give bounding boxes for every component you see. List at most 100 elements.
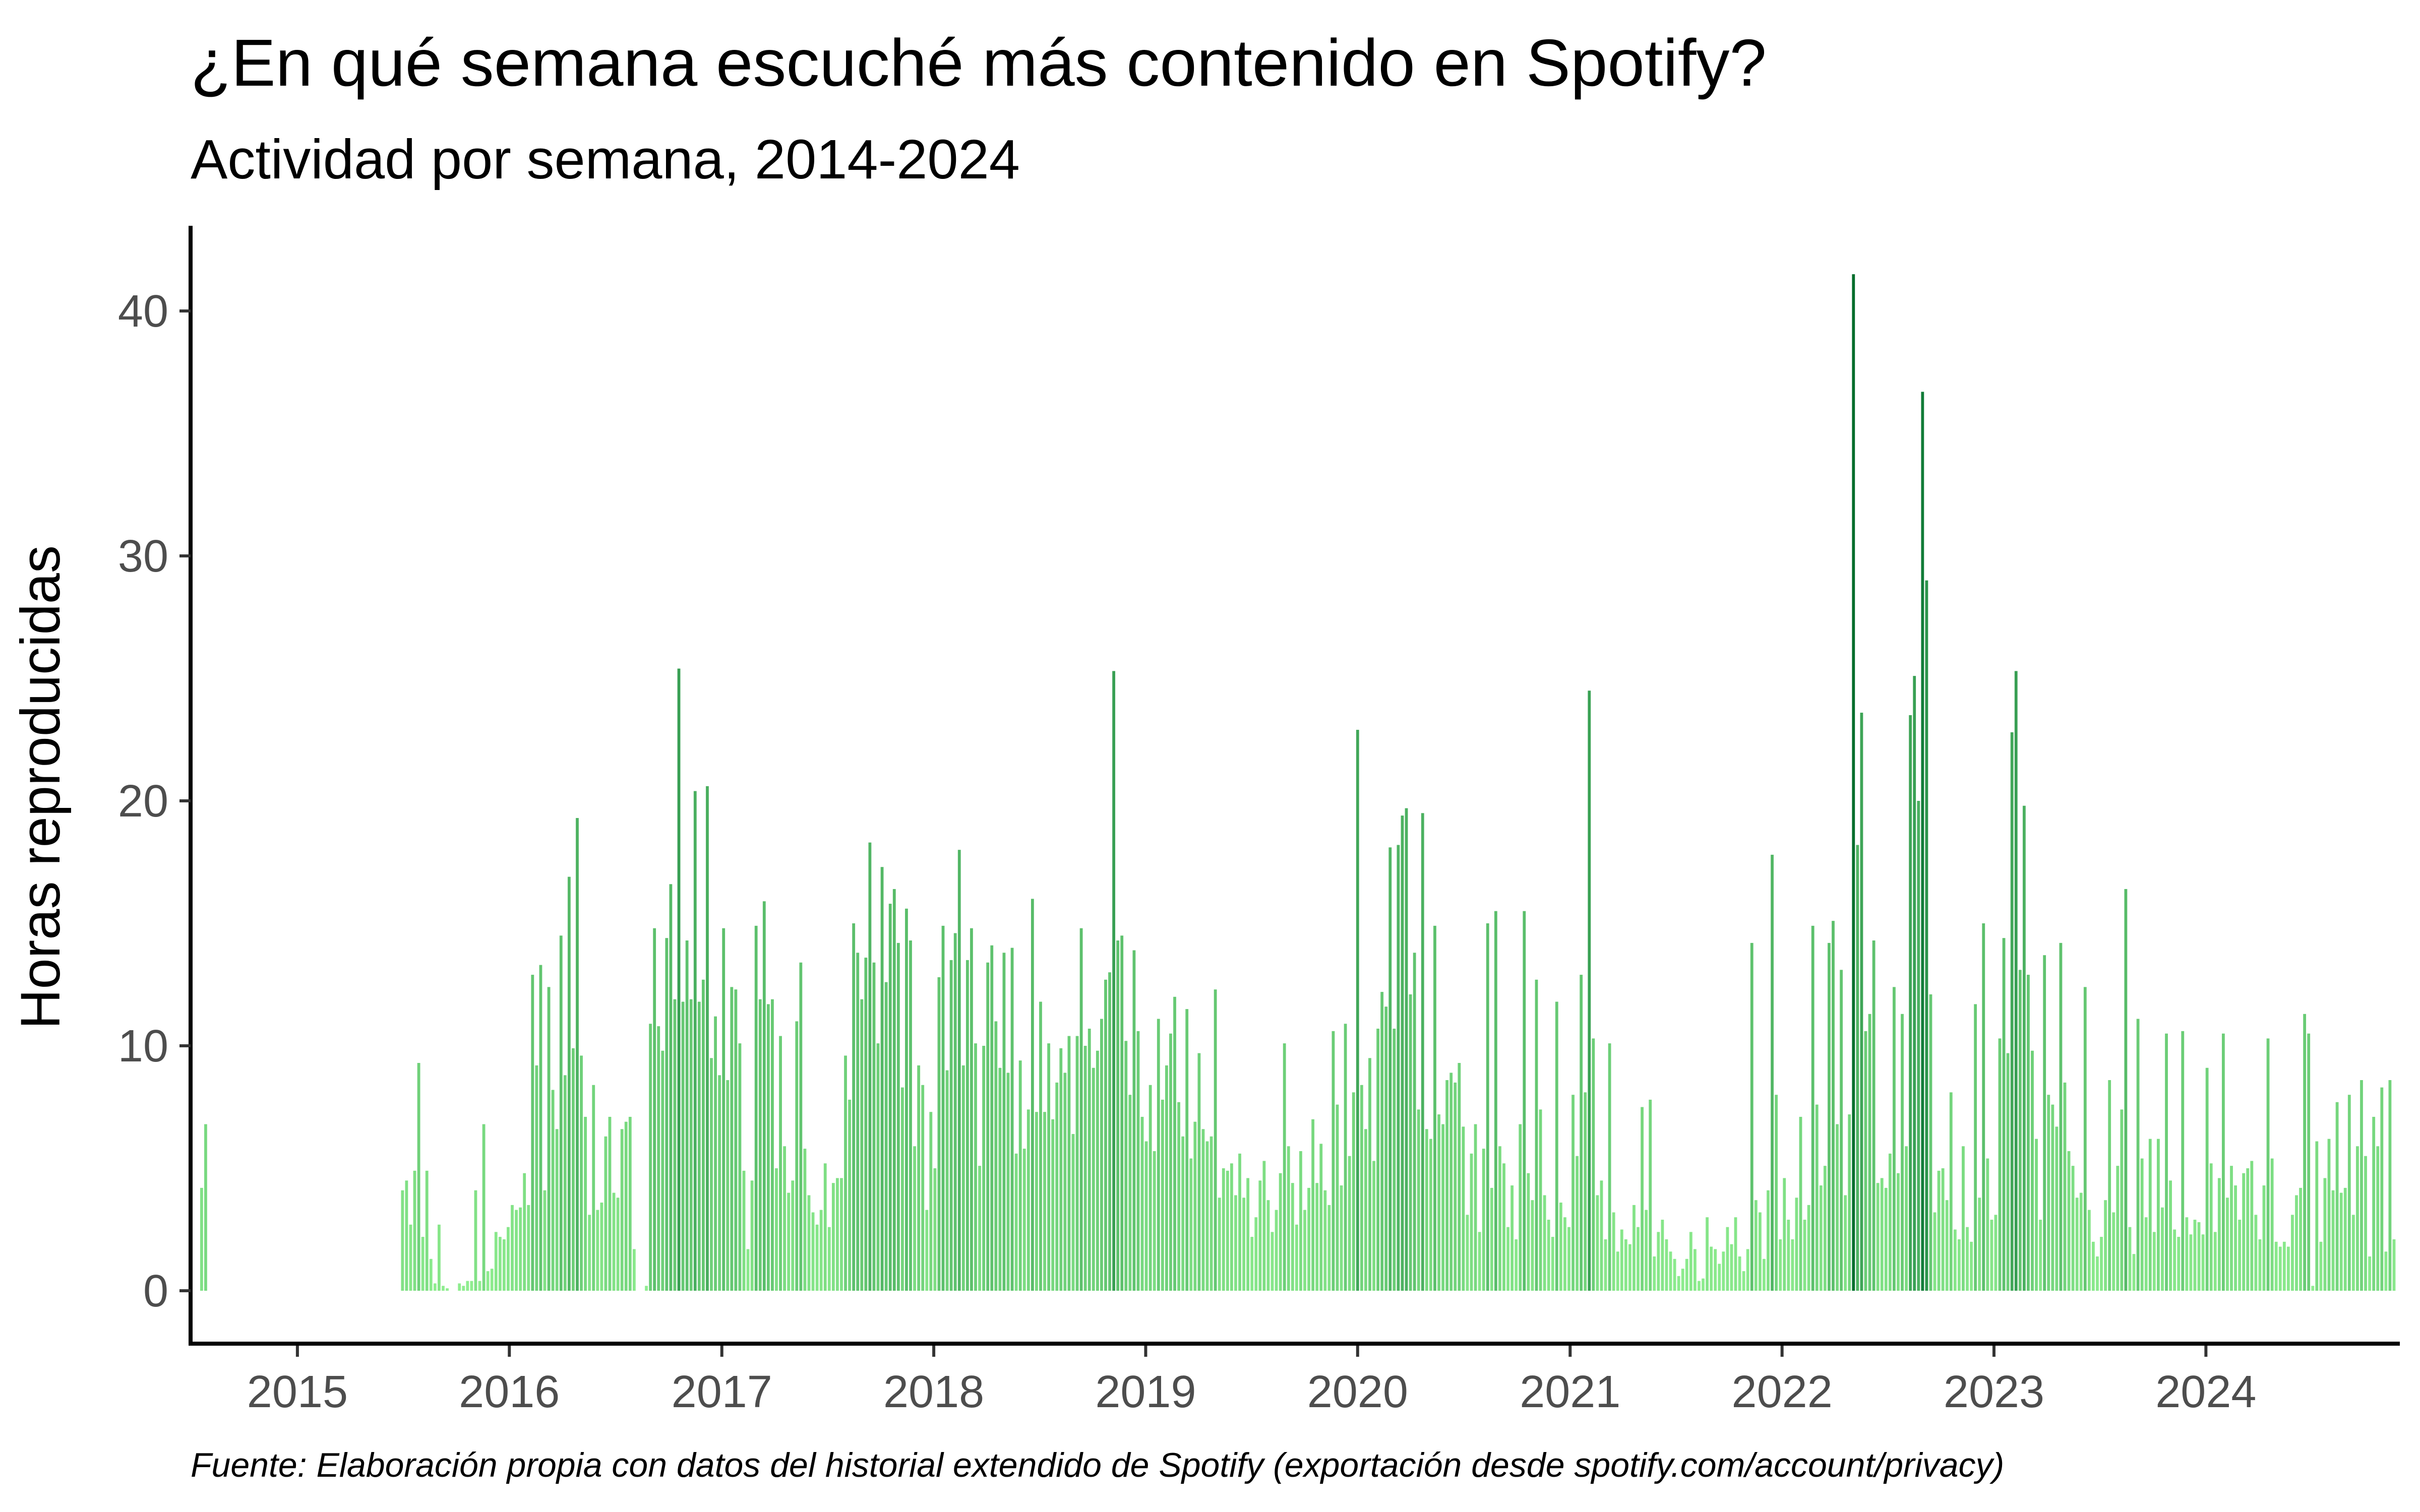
bar-week-2023-03-08: [2031, 1050, 2034, 1291]
bar-week-2018-12-19: [1136, 1031, 1140, 1291]
bar-week-2022-03-09: [1819, 1185, 1823, 1291]
x-tick-label-2020: 2020: [1307, 1367, 1408, 1417]
bar-week-2017-01-25: [734, 989, 738, 1291]
bar-week-2023-05-31: [2079, 1192, 2083, 1291]
chart-subtitle: Actividad por semana, 2014-2024: [191, 129, 1020, 191]
bar-week-2020-04-08: [1413, 953, 1416, 1291]
bar-week-2015-12-30: [507, 1227, 510, 1291]
bar-week-2016-12-28: [718, 1075, 721, 1291]
bar-week-2023-03-01: [2027, 975, 2030, 1291]
bar-week-2019-05-01: [1214, 989, 1217, 1291]
bar-week-2021-03-17: [1612, 1212, 1615, 1291]
bar-week-2017-04-05: [775, 1168, 778, 1291]
bar-week-2021-11-24: [1758, 1212, 1762, 1291]
bar-week-2022-02-23: [1811, 925, 1814, 1291]
y-tick-label-40: 40: [118, 286, 168, 337]
bar-week-2024-02-14: [2230, 1166, 2233, 1291]
bar-week-2024-01-03: [2205, 1067, 2209, 1291]
bar-week-2021-02-24: [1600, 1180, 1603, 1291]
bar-week-2018-09-12: [1079, 928, 1083, 1291]
bar-week-2017-07-26: [840, 1178, 843, 1291]
bar-week-2020-12-09: [1555, 1001, 1558, 1291]
bar-week-2022-09-21: [1933, 1212, 1937, 1291]
bar-week-2021-12-22: [1775, 1095, 1778, 1291]
bar-week-2019-05-15: [1222, 1168, 1225, 1291]
bar-week-2017-06-28: [823, 1163, 827, 1291]
bar-week-2017-07-05: [827, 1227, 831, 1291]
bar-week-2015-07-22: [413, 1170, 416, 1291]
x-tick-label-2021: 2021: [1520, 1367, 1620, 1417]
bar-week-2019-10-23: [1315, 1183, 1319, 1291]
bar-week-2021-11-03: [1746, 1249, 1749, 1291]
bar-week-2019-08-14: [1275, 1210, 1278, 1291]
bar-week-2020-02-12: [1380, 992, 1384, 1291]
bar-week-2023-10-11: [2157, 1139, 2160, 1291]
bar-week-2024-10-02: [2364, 1156, 2367, 1291]
bar-week-2023-05-24: [2075, 1198, 2079, 1291]
bar-week-2016-10-12: [673, 999, 677, 1291]
bar-week-2021-06-02: [1657, 1232, 1660, 1291]
bar-week-2021-12-08: [1767, 1190, 1770, 1291]
bar-week-2014-07-20: [200, 1187, 203, 1291]
bar-week-2016-01-20: [519, 1207, 522, 1291]
bar-week-2020-02-26: [1388, 847, 1392, 1291]
bar-week-2024-07-31: [2327, 1139, 2331, 1291]
bar-week-2016-05-18: [588, 1215, 591, 1291]
bar-week-2018-09-26: [1087, 1028, 1091, 1291]
bar-week-2019-11-13: [1327, 1205, 1331, 1291]
bar-week-2019-08-07: [1270, 1232, 1274, 1291]
bar-week-2022-05-25: [1864, 1031, 1867, 1291]
bar-week-2017-01-18: [730, 987, 734, 1291]
bar-week-2017-12-06: [917, 1065, 921, 1291]
bar-week-2024-08-07: [2331, 1190, 2335, 1291]
bar-week-2018-08-01: [1055, 1082, 1059, 1291]
bar-week-2015-07-01: [401, 1190, 404, 1291]
bar-week-2021-06-23: [1669, 1251, 1672, 1291]
bar-week-2022-12-28: [1990, 1220, 1993, 1291]
bar-week-2016-04-13: [567, 876, 571, 1291]
bar-week-2017-12-13: [921, 1085, 925, 1291]
bar-week-2024-06-05: [2295, 1195, 2298, 1291]
bar-week-2024-03-13: [2246, 1168, 2250, 1291]
bar-week-2023-12-27: [2201, 1234, 2205, 1291]
bar-week-2019-01-02: [1144, 1141, 1148, 1291]
bar-week-2021-09-08: [1714, 1249, 1717, 1291]
bar-week-2015-07-29: [417, 1063, 420, 1291]
bar-week-2021-04-14: [1628, 1244, 1631, 1291]
bar-week-2024-05-01: [2274, 1241, 2278, 1291]
bar-week-2022-09-14: [1929, 994, 1932, 1291]
bar-week-2019-07-03: [1250, 1237, 1254, 1291]
bar-week-2024-02-21: [2234, 1185, 2237, 1291]
bar-week-2016-02-03: [527, 1205, 530, 1291]
bar-week-2017-03-08: [758, 999, 762, 1291]
bar-week-2019-01-30: [1161, 1099, 1164, 1291]
bar-week-2022-02-16: [1807, 1205, 1810, 1291]
bar-week-2023-11-08: [2173, 1229, 2176, 1291]
bar-week-2016-10-19: [677, 668, 681, 1291]
bar-week-2016-08-31: [649, 1024, 652, 1291]
bar-week-2017-02-08: [742, 1170, 746, 1291]
bar-week-2023-05-03: [2063, 1082, 2067, 1291]
bar-week-2018-02-14: [957, 850, 961, 1291]
bar-week-2021-03-31: [1620, 1229, 1623, 1291]
bar-week-2024-01-31: [2222, 1033, 2225, 1291]
bar-week-2016-03-23: [555, 1129, 559, 1291]
bar-week-2024-02-07: [2226, 1198, 2229, 1291]
bar-week-2021-05-12: [1645, 1210, 1648, 1291]
bar-week-2023-08-09: [2120, 1109, 2124, 1291]
bar-week-2020-12-23: [1563, 1217, 1566, 1291]
bar-week-2016-07-06: [616, 1198, 620, 1291]
bar-week-2021-01-27: [1584, 1092, 1587, 1291]
bar-week-2016-09-07: [653, 928, 656, 1291]
bar-week-2023-07-19: [2108, 1080, 2111, 1291]
bar-week-2015-07-15: [409, 1224, 412, 1291]
bar-week-2017-05-03: [791, 1180, 795, 1291]
bar-week-2018-09-05: [1075, 1036, 1079, 1291]
bar-week-2023-12-06: [2189, 1234, 2193, 1291]
bar-week-2023-05-10: [2067, 1151, 2071, 1291]
bar-week-2021-05-05: [1641, 1107, 1644, 1291]
bar-week-2017-05-31: [807, 1195, 811, 1291]
bar-week-2022-01-19: [1791, 1239, 1794, 1291]
bar-week-2018-03-21: [978, 1166, 981, 1291]
bar-week-2022-05-11: [1856, 845, 1859, 1291]
